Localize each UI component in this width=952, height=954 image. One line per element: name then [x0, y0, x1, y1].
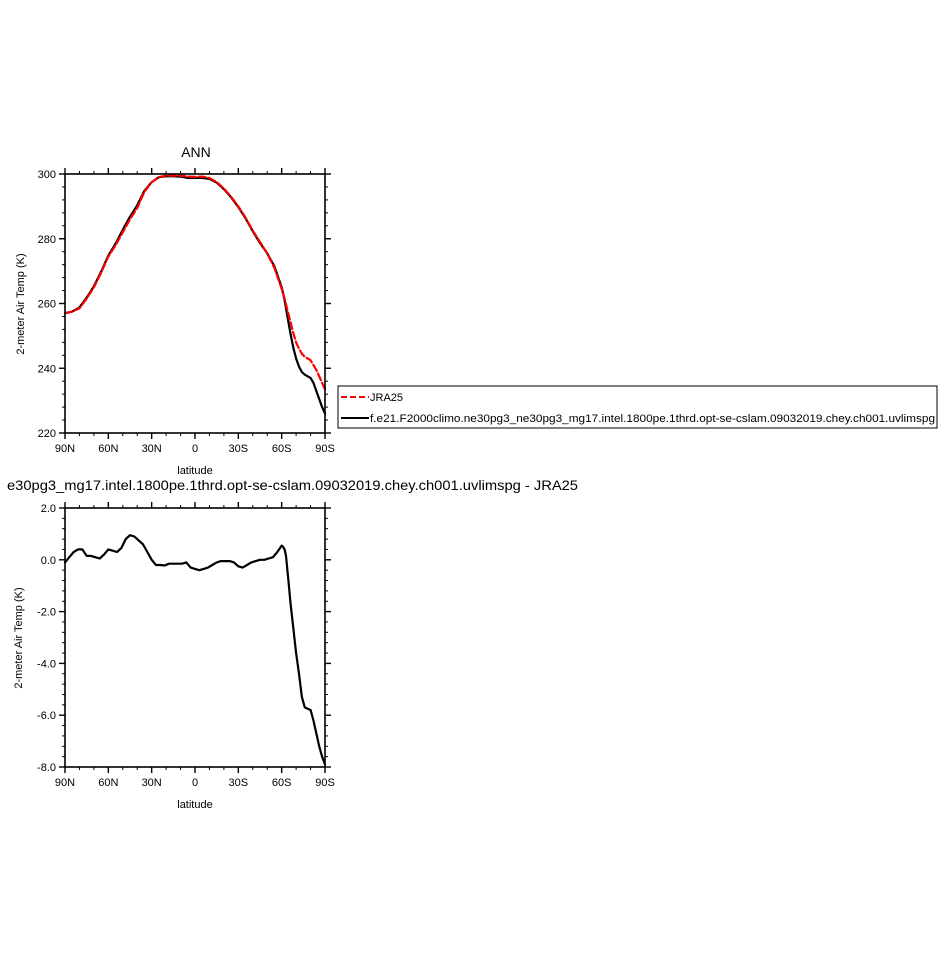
- bottom-x-tick-label: 60N: [98, 777, 118, 789]
- top-chart-title: ANN: [181, 144, 211, 160]
- bottom-y-tick-label: -2.0: [37, 607, 56, 619]
- top-panel: ANN 90N 60N 30N 0 30S 60S 90S 300 280 260 240 220 l…: [15, 144, 335, 477]
- bottom-x-tick-label: 30N: [142, 777, 162, 789]
- legend: JRA25 f.e21.F2000climo.ne30pg3_ne30pg3_m…: [337, 385, 938, 429]
- top-x-tick-label: 90N: [55, 443, 75, 455]
- bottom-series-layer: [63, 534, 327, 766]
- top-y-tick-label: 260: [38, 299, 56, 311]
- bottom-x-tick-label: 30S: [229, 777, 249, 789]
- bottom-x-tick-label: 90N: [55, 777, 75, 789]
- bottom-panel: e30pg3_mg17.intel.1800pe.1thrd.opt-se-cs…: [7, 477, 578, 811]
- top-x-axis-label: latitude: [177, 465, 212, 477]
- bottom-x-tick-label: 60S: [272, 777, 292, 789]
- bottom-x-tick-label: 90S: [315, 777, 335, 789]
- bottom-plot-frame: [64, 507, 326, 768]
- bottom-y-tick-label: -4.0: [37, 658, 56, 670]
- bottom-y-tick-label: 2.0: [41, 503, 56, 515]
- top-series-layer: [63, 174, 327, 415]
- top-x-tick-label: 60N: [98, 443, 118, 455]
- bottom-y-tick-label: -8.0: [37, 762, 56, 774]
- top-y-tick-label: 220: [38, 428, 56, 440]
- top-y-tick-label: 300: [38, 169, 56, 181]
- bottom-y-tick-label: -6.0: [37, 710, 56, 722]
- bottom-y-axis-label: 2-meter Air Temp (K): [13, 587, 25, 688]
- top-x-tick-label: 30S: [229, 443, 249, 455]
- top-x-tick-label: 60S: [272, 443, 292, 455]
- bottom-x-axis-label: latitude: [177, 799, 212, 811]
- top-x-tick-label: 90S: [315, 443, 335, 455]
- legend-label-model: f.e21.F2000climo.ne30pg3_ne30pg3_mg17.in…: [370, 413, 935, 425]
- legend-label-jra25: JRA25: [370, 392, 403, 404]
- bottom-chart-title: e30pg3_mg17.intel.1800pe.1thrd.opt-se-cs…: [7, 477, 578, 493]
- top-series-line-0: [63, 174, 327, 391]
- top-x-tick-label: 30N: [142, 443, 162, 455]
- top-y-axis-label: 2-meter Air Temp (K): [15, 253, 27, 354]
- bottom-ticks-layer: 90N 60N 30N 0 30S 60S 90S 2.0 0.0 -2.0 -4.0 -6.0 -8.…: [37, 502, 335, 789]
- bottom-series-line-0: [63, 534, 327, 766]
- top-series-line-1: [63, 175, 327, 415]
- bottom-y-tick-label: 0.0: [41, 555, 56, 567]
- top-x-tick-label: 0: [192, 443, 198, 455]
- top-ticks-layer: 90N 60N 30N 0 30S 60S 90S 300 280 260 240 220: [38, 168, 335, 455]
- top-y-tick-label: 240: [38, 363, 56, 375]
- top-y-tick-label: 280: [38, 234, 56, 246]
- bottom-x-tick-label: 0: [192, 777, 198, 789]
- legend-box: [337, 385, 938, 429]
